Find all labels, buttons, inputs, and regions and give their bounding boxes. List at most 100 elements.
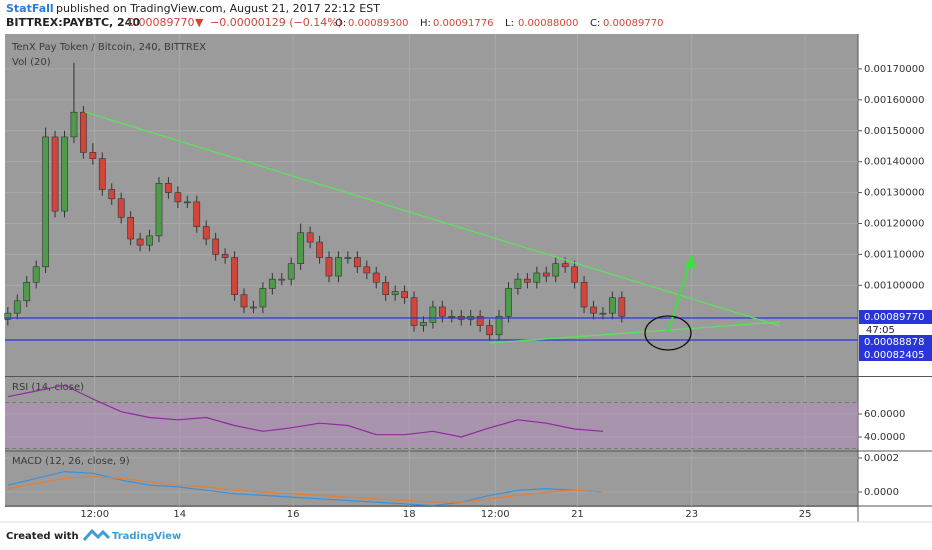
candle-body — [278, 278, 286, 281]
series-line — [7, 384, 604, 438]
candle-body — [325, 257, 333, 277]
candle-body — [4, 312, 12, 320]
candle-body — [117, 198, 125, 218]
candle-body — [51, 136, 59, 212]
x-tick-label: 16 — [287, 509, 300, 520]
price-tag-text: 0.00089770 — [864, 312, 924, 323]
y-tick-label: 0.00140000 — [864, 157, 924, 168]
candle-body — [486, 325, 493, 336]
candle-body — [410, 297, 418, 326]
ohlc-label: O: — [335, 18, 346, 29]
change-arrow: ▼ — [195, 16, 204, 29]
candle-body — [268, 278, 276, 289]
x-tick-label: 18 — [403, 509, 416, 520]
candle-body — [250, 306, 257, 309]
candle-body — [552, 263, 560, 277]
candle-body — [533, 272, 541, 283]
created-with: Created with — [6, 531, 79, 542]
candle-body — [32, 266, 40, 283]
x-tick-label: 25 — [799, 509, 812, 520]
panel-title: RSI (14, close) — [12, 382, 84, 393]
last-price: 0.00089770 — [128, 16, 194, 29]
author[interactable]: StatFall — [6, 2, 54, 15]
candle-body — [476, 315, 484, 326]
trend-line — [489, 321, 781, 344]
y-tick-label: 0.0000 — [864, 487, 899, 498]
series-line — [7, 470, 604, 507]
candle-body — [590, 306, 597, 314]
candle-body — [335, 257, 342, 277]
candle-body — [183, 201, 191, 204]
price-tag — [859, 310, 932, 324]
candle-body — [382, 281, 390, 295]
candle-body — [599, 312, 607, 315]
x-tick-label: 21 — [571, 509, 584, 520]
candle-body — [80, 111, 87, 153]
ohlc-value: 0.00089770 — [603, 18, 663, 29]
panel-subtitle: Vol (20) — [12, 57, 51, 68]
candle-body — [542, 272, 550, 277]
candle-body — [202, 226, 210, 240]
candle-body — [353, 257, 361, 268]
plot-background — [5, 34, 858, 507]
candle-body — [155, 183, 163, 237]
candle-body — [401, 291, 408, 299]
candle-body — [495, 315, 503, 336]
candle-body — [505, 288, 512, 317]
ohlc-label: H: — [420, 18, 431, 29]
candle-body — [287, 263, 295, 280]
price-tag-text: 0.00082405 — [864, 350, 924, 361]
candle-body — [108, 189, 116, 200]
price-axis — [858, 34, 932, 507]
brand[interactable]: TradingView — [112, 531, 181, 542]
trend-line — [84, 111, 781, 327]
candle-body — [212, 238, 220, 255]
candle-body — [609, 297, 616, 314]
candle-body — [514, 278, 522, 289]
arrow-head — [684, 254, 696, 268]
panel-title: TenX Pay Token / Bitcoin, 240, BITTREX — [11, 42, 206, 53]
candle-body — [13, 300, 21, 314]
candle-body — [240, 294, 248, 308]
candle-body — [448, 315, 456, 318]
drawings — [5, 111, 858, 351]
ohlc-value: 0.00091776 — [433, 18, 493, 29]
circle — [644, 315, 692, 351]
ohlc-label: C: — [590, 18, 600, 29]
candle-body — [193, 201, 201, 227]
change: −0.00000129 (−0.14%) — [210, 16, 342, 29]
candle-body — [429, 306, 437, 323]
y-tick-label: 0.00160000 — [864, 95, 924, 106]
logo[interactable] — [82, 528, 111, 541]
y-tick-label: 0.0002 — [864, 453, 899, 464]
candle-body — [89, 152, 97, 159]
candle-body — [316, 241, 323, 258]
ohlc-label: L: — [505, 18, 514, 29]
candle-body — [580, 281, 588, 308]
candle-body — [98, 158, 106, 190]
y-tick-label: 0.00100000 — [864, 280, 924, 291]
panel-title: MACD (12, 26, close, 9) — [12, 456, 130, 467]
candle-body — [524, 278, 531, 283]
candle-body — [372, 272, 380, 283]
candle-body — [136, 238, 144, 246]
candle-body — [561, 263, 569, 268]
x-tick-label: 12:00 — [80, 509, 109, 520]
candle-body — [344, 257, 352, 259]
x-tick-label: 14 — [173, 509, 186, 520]
candle-body — [363, 266, 371, 274]
candle-body — [23, 281, 31, 302]
price-tag — [859, 348, 932, 361]
candle-body — [127, 217, 135, 240]
y-tick-label: 0.00150000 — [864, 126, 924, 137]
y-tick-label: 0.00110000 — [864, 249, 924, 260]
candle-body — [165, 183, 172, 193]
candle-body — [618, 297, 626, 317]
rsi-band — [5, 402, 858, 449]
y-tick-label: 60.0000 — [864, 409, 905, 420]
arrow-line — [667, 261, 691, 333]
candle-body — [61, 136, 68, 212]
candle-body — [221, 254, 229, 258]
candle-body — [438, 306, 446, 317]
published: published on TradingView.com, August 21,… — [56, 2, 380, 15]
